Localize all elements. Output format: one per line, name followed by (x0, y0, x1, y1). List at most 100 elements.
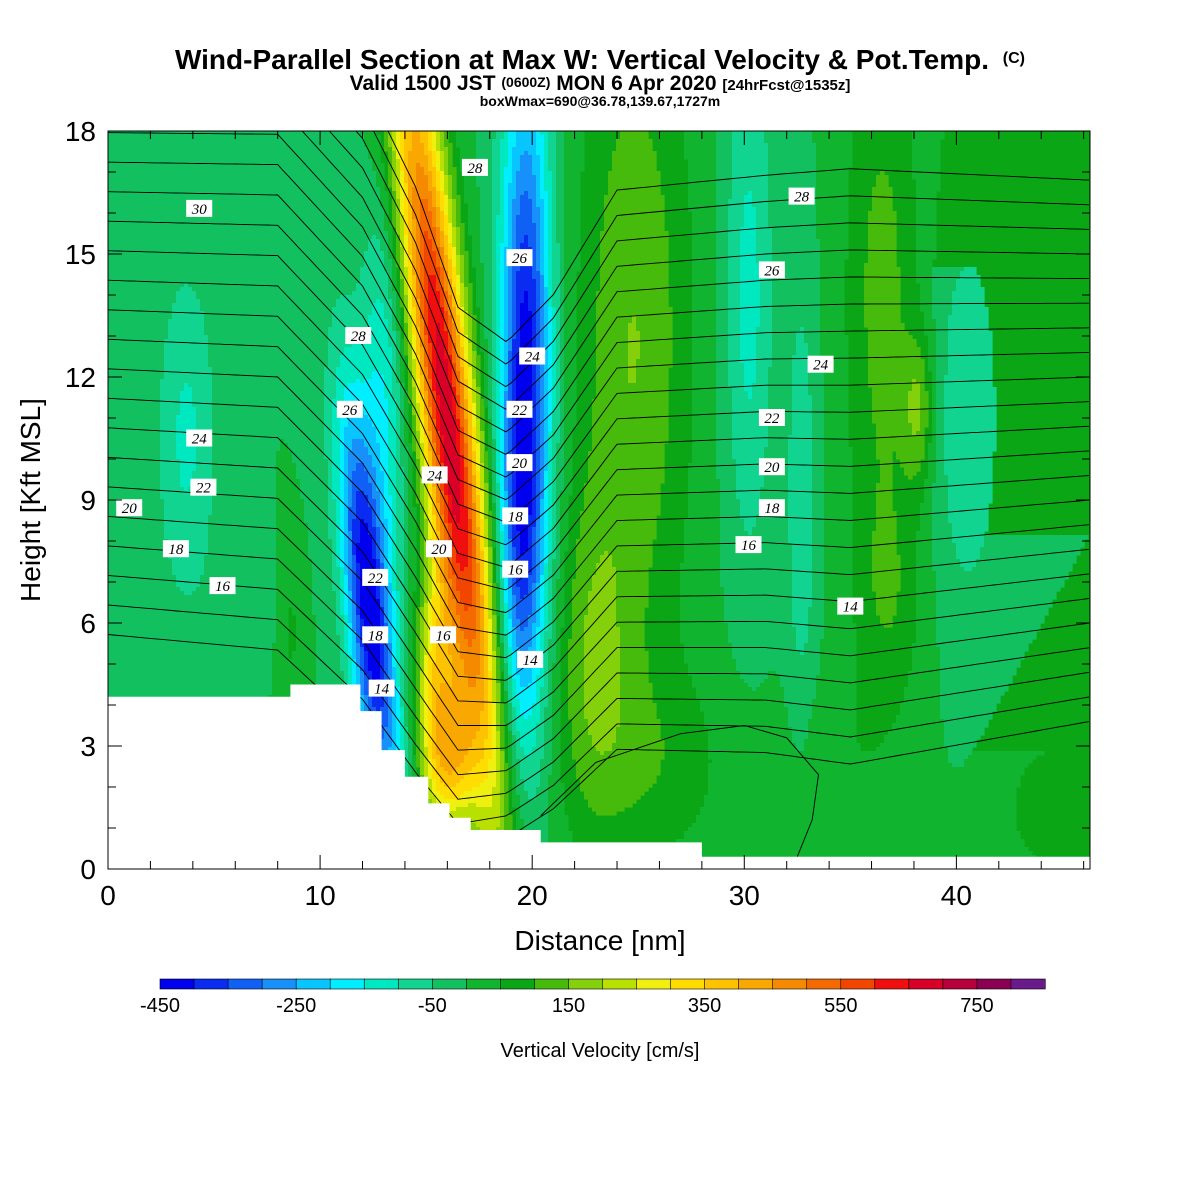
velocity-cell (456, 323, 461, 328)
velocity-cell (692, 335, 717, 340)
velocity-cell (516, 451, 533, 456)
velocity-cell (548, 507, 553, 512)
velocity-cell (500, 331, 505, 336)
velocity-cell (420, 503, 425, 508)
velocity-cell (420, 363, 425, 368)
velocity-cell (740, 307, 761, 312)
velocity-cell (448, 483, 461, 488)
velocity-cell (452, 195, 461, 200)
velocity-cell (420, 455, 425, 460)
velocity-cell (472, 327, 477, 332)
velocity-cell (388, 427, 397, 432)
velocity-cell (740, 315, 761, 320)
velocity-cell (356, 467, 365, 472)
velocity-cell (756, 331, 773, 336)
velocity-cell (536, 227, 541, 232)
velocity-cell (464, 431, 469, 436)
velocity-cell (108, 391, 161, 396)
velocity-cell (416, 455, 421, 460)
velocity-cell (564, 335, 577, 340)
velocity-cell (716, 279, 729, 284)
velocity-cell (412, 423, 417, 428)
velocity-cell (400, 275, 405, 280)
velocity-cell (688, 511, 721, 516)
velocity-cell (552, 423, 561, 428)
velocity-cell (464, 271, 469, 276)
velocity-cell (464, 499, 469, 504)
velocity-cell (496, 327, 501, 332)
velocity-cell (420, 499, 425, 504)
velocity-cell (732, 147, 769, 152)
velocity-cell (916, 379, 925, 384)
velocity-cell (420, 507, 425, 512)
velocity-cell (540, 403, 545, 408)
velocity-cell (432, 415, 437, 420)
velocity-cell (536, 147, 545, 152)
velocity-cell (820, 287, 845, 292)
velocity-cell (932, 299, 953, 304)
velocity-cell (516, 475, 533, 480)
velocity-cell (356, 463, 365, 468)
velocity-cell (336, 367, 393, 372)
velocity-cell (452, 175, 457, 180)
velocity-cell (508, 231, 513, 236)
velocity-cell (552, 211, 557, 216)
velocity-cell (432, 511, 437, 516)
velocity-cell (496, 247, 501, 252)
velocity-cell (108, 311, 173, 316)
velocity-cell (444, 203, 449, 208)
velocity-cell (540, 219, 545, 224)
velocity-cell (328, 467, 333, 472)
velocity-cell (596, 311, 673, 316)
velocity-cell (452, 251, 457, 256)
velocity-cell (824, 507, 853, 512)
velocity-cell (560, 359, 565, 364)
velocity-cell (344, 459, 349, 464)
velocity-cell (952, 299, 985, 304)
velocity-cell (564, 455, 573, 460)
velocity-cell (444, 243, 449, 248)
velocity-cell (440, 451, 445, 456)
velocity-cell (820, 335, 849, 340)
velocity-cell (772, 331, 797, 336)
velocity-cell (412, 331, 417, 336)
velocity-cell (420, 199, 429, 204)
velocity-cell (512, 495, 517, 500)
velocity-cell (472, 247, 481, 252)
velocity-cell (544, 179, 553, 184)
velocity-cell (944, 451, 993, 456)
velocity-cell (564, 215, 581, 220)
velocity-cell (452, 203, 457, 208)
velocity-cell (208, 335, 329, 340)
velocity-cell (420, 251, 425, 256)
velocity-cell (180, 411, 197, 416)
velocity-cell (356, 507, 373, 512)
velocity-cell (388, 291, 397, 296)
velocity-cell (460, 443, 465, 448)
velocity-cell (936, 459, 945, 464)
velocity-cell (452, 383, 457, 388)
velocity-cell (512, 223, 517, 228)
velocity-cell (564, 355, 577, 360)
velocity-cell (400, 435, 405, 440)
velocity-cell (500, 495, 505, 500)
velocity-cell (548, 255, 553, 260)
velocity-cell (108, 355, 165, 360)
velocity-cell (876, 499, 893, 504)
velocity-cell (412, 263, 417, 268)
velocity-cell (728, 363, 745, 368)
velocity-cell (428, 199, 433, 204)
velocity-cell (508, 227, 513, 232)
velocity-cell (516, 383, 533, 388)
velocity-cell (476, 427, 481, 432)
velocity-cell (408, 243, 413, 248)
velocity-cell (460, 319, 465, 324)
velocity-cell (740, 347, 757, 352)
velocity-cell (556, 479, 565, 484)
velocity-cell (476, 271, 485, 276)
velocity-cell (436, 235, 441, 240)
velocity-cell (944, 463, 993, 468)
velocity-cell (536, 151, 545, 156)
velocity-cell (212, 467, 277, 472)
